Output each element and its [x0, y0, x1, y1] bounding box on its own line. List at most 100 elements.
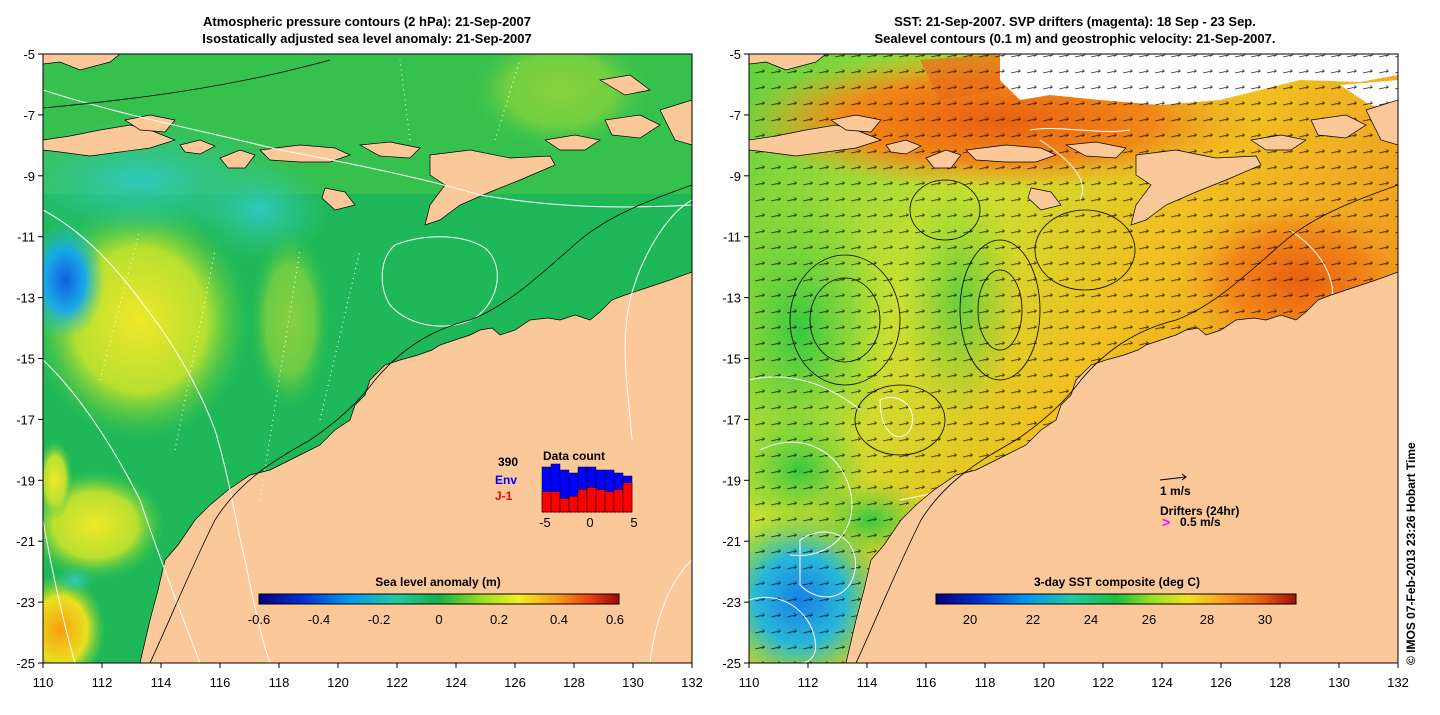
j1-bar — [577, 489, 588, 513]
sst-colorbar-label: 3-day SST composite (deg C) — [1034, 575, 1200, 589]
histogram-bars — [541, 463, 633, 513]
sst-tick-2: 24 — [1084, 612, 1098, 627]
left-lat-tick-4: -13 — [16, 291, 35, 306]
sla-colorbar-label: Sea level anomaly (m) — [375, 575, 500, 589]
right-lon-tick-1: 112 — [798, 675, 819, 690]
j1-bar — [586, 487, 597, 513]
data-count-total: 390 — [498, 455, 518, 469]
hist-xtick-1: 0 — [586, 515, 593, 530]
left-lon-tick-7: 124 — [445, 675, 467, 690]
sla-tick-1: -0.4 — [308, 612, 330, 627]
right-lon-tick-2: 114 — [857, 675, 878, 690]
j1-bar — [541, 491, 552, 513]
left-map-panel: Atmospheric pressure contours (2 hPa): 2… — [16, 14, 703, 690]
left-lat-tick-8: -21 — [16, 534, 35, 549]
right-lat-tick-6: -17 — [722, 412, 741, 427]
right-title-line1: SST: 21-Sep-2007. SVP drifters (magenta)… — [894, 14, 1256, 29]
sst-tick-3: 26 — [1142, 612, 1156, 627]
drifter-scale-label: 0.5 m/s — [1180, 515, 1221, 529]
left-lon-tick-11: 132 — [681, 675, 703, 690]
sst-tick-5: 30 — [1258, 612, 1272, 627]
j1-bar — [559, 498, 570, 513]
sla-tick-4: 0.2 — [490, 612, 508, 627]
imos-credit: © IMOS 07-Feb-2013 23:26 Hobart Time — [1404, 442, 1418, 665]
sla-tick-3: 0 — [435, 612, 442, 627]
sst-field — [749, 54, 1398, 663]
right-lon-tick-10: 130 — [1328, 675, 1350, 690]
right-lat-tick-0: -5 — [729, 47, 741, 62]
sla-tick-0: -0.6 — [248, 612, 270, 627]
j1-bar — [568, 496, 579, 513]
australia-landmass — [139, 271, 692, 663]
sst-tick-1: 22 — [1026, 612, 1040, 627]
left-lon-tick-0: 110 — [33, 675, 54, 690]
right-lon-tick-4: 118 — [975, 675, 996, 690]
sea-level-anomaly-field — [43, 54, 692, 663]
sla-tick-6: 0.6 — [606, 612, 624, 627]
right-lon-tick-0: 110 — [739, 675, 760, 690]
left-lon-tick-4: 118 — [269, 675, 290, 690]
left-lat-tick-7: -19 — [16, 473, 35, 488]
j1-label: J-1 — [495, 489, 513, 503]
right-lat-axis: -5 -7 -9 -11 -13 -15 -17 -19 -21 -23 -25 — [722, 47, 749, 671]
left-lon-tick-1: 112 — [92, 675, 113, 690]
data-count-title: Data count — [543, 449, 605, 463]
env-label: Env — [495, 473, 517, 487]
j1-bar — [595, 489, 606, 513]
j1-bar — [613, 489, 624, 513]
sst-tick-0: 20 — [963, 612, 977, 627]
right-lat-tick-1: -7 — [729, 108, 741, 123]
right-lon-tick-7: 124 — [1151, 675, 1173, 690]
data-count-histogram: 390 Env J-1 Data count -5 0 5 — [495, 449, 638, 530]
hist-xtick-2: 5 — [630, 515, 637, 530]
right-lon-tick-6: 122 — [1092, 675, 1114, 690]
right-lon-axis: 110 112 114 116 118 120 122 124 126 128 130 132 — [739, 663, 1409, 690]
right-title-line2: Sealevel contours (0.1 m) and geostrophi… — [875, 31, 1276, 46]
right-lat-tick-3: -11 — [723, 230, 741, 245]
left-lon-tick-2: 114 — [151, 675, 172, 690]
left-lat-tick-9: -23 — [16, 595, 35, 610]
sla-tick-2: -0.2 — [368, 612, 390, 627]
drifters-label: Drifters (24hr) — [1160, 504, 1239, 518]
left-lat-tick-0: -5 — [23, 47, 35, 62]
right-lat-tick-8: -21 — [722, 534, 741, 549]
left-lat-tick-2: -9 — [23, 169, 35, 184]
j1-bar — [604, 491, 615, 513]
left-lon-tick-6: 122 — [386, 675, 408, 690]
left-lat-tick-6: -17 — [16, 412, 35, 427]
right-map-panel: SST: 21-Sep-2007. SVP drifters (magenta)… — [722, 14, 1409, 690]
sst-colorbar: 3-day SST composite (deg C) 20 22 24 26 … — [935, 575, 1297, 627]
right-lat-tick-10: -25 — [722, 656, 741, 671]
left-lat-tick-5: -15 — [16, 352, 35, 367]
right-lon-tick-8: 126 — [1210, 675, 1232, 690]
australia-landmass-sst — [845, 271, 1398, 663]
left-lon-tick-8: 126 — [504, 675, 526, 690]
velocity-legend: 1 m/s Drifters (24hr) > 0.5 m/s — [1159, 473, 1239, 530]
left-lon-tick-9: 128 — [563, 675, 585, 690]
left-lat-axis: -5 -7 -9 -11 -13 -15 -17 -19 -21 -23 -25 — [16, 47, 43, 671]
right-lon-tick-3: 116 — [916, 675, 937, 690]
sst-tick-4: 28 — [1200, 612, 1214, 627]
sla-colorbar: Sea level anomaly (m) -0.6 -0.4 -0.2 0 0… — [248, 575, 624, 627]
right-lat-tick-4: -13 — [722, 291, 741, 306]
left-title-line1: Atmospheric pressure contours (2 hPa): 2… — [203, 14, 531, 29]
right-lon-tick-11: 132 — [1387, 675, 1409, 690]
j1-bar — [550, 491, 561, 513]
right-lat-tick-5: -15 — [722, 352, 741, 367]
left-lon-tick-10: 130 — [622, 675, 644, 690]
hist-xtick-0: -5 — [539, 515, 551, 530]
left-lat-tick-1: -7 — [23, 108, 35, 123]
right-lon-tick-9: 128 — [1269, 675, 1291, 690]
drifter-arrow-icon: > — [1162, 514, 1170, 530]
left-lat-tick-3: -11 — [17, 230, 35, 245]
right-lon-tick-5: 120 — [1033, 675, 1055, 690]
right-lat-tick-7: -19 — [722, 473, 741, 488]
right-lat-tick-9: -23 — [722, 595, 741, 610]
left-lon-tick-3: 116 — [210, 675, 231, 690]
left-title-line2: Isostatically adjusted sea level anomaly… — [202, 31, 532, 46]
velocity-scale-label: 1 m/s — [1160, 484, 1191, 498]
left-lat-tick-10: -25 — [16, 656, 35, 671]
sla-tick-5: 0.4 — [550, 612, 568, 627]
j1-bar — [622, 482, 633, 513]
